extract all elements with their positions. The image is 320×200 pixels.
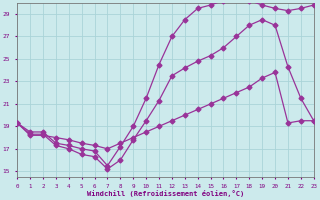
X-axis label: Windchill (Refroidissement éolien,°C): Windchill (Refroidissement éolien,°C): [87, 190, 244, 197]
